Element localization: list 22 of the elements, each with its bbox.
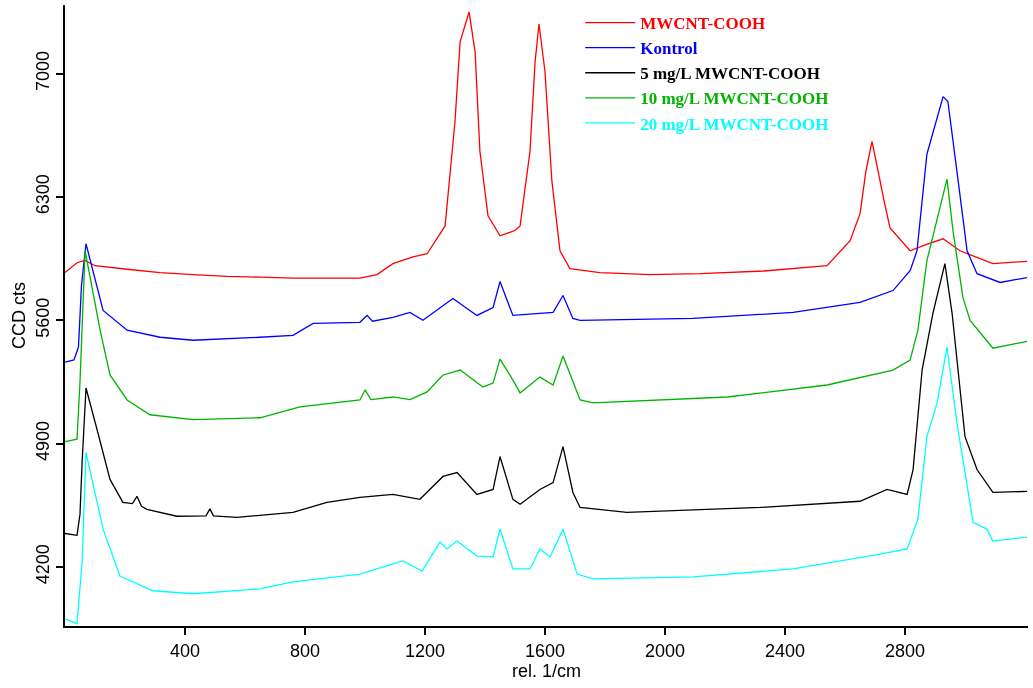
- legend-label: 10 mg/L MWCNT-COOH: [640, 89, 829, 109]
- legend-label: Kontrol: [640, 39, 698, 59]
- x-tick-label: 2400: [764, 640, 806, 661]
- line-series: [65, 178, 1028, 443]
- x-tick-label: 2800: [884, 640, 926, 661]
- line-series: [65, 11, 1028, 279]
- legend-label: 20 mg/L MWCNT-COOH: [640, 114, 829, 134]
- line-series: [65, 95, 1028, 363]
- x-tick-label: 1600: [524, 640, 566, 661]
- y-tick-label: 7000: [32, 50, 53, 92]
- y-tick-label: 4900: [32, 420, 53, 461]
- y-tick-label: 6300: [32, 174, 53, 215]
- y-tick-label: 4200: [32, 544, 53, 585]
- x-axis-title: rel. 1/cm: [511, 660, 582, 681]
- x-tick-label: 800: [289, 640, 321, 661]
- legend-label: MWCNT-COOH: [640, 14, 766, 34]
- y-tick-label: 5600: [32, 297, 53, 338]
- y-axis-title: CCD cts: [9, 282, 30, 349]
- legend-label: 5 mg/L MWCNT-COOH: [640, 64, 820, 84]
- x-tick-label: 1200: [404, 640, 446, 661]
- x-tick-label: 2000: [644, 640, 686, 661]
- x-tick-label: 400: [169, 640, 201, 661]
